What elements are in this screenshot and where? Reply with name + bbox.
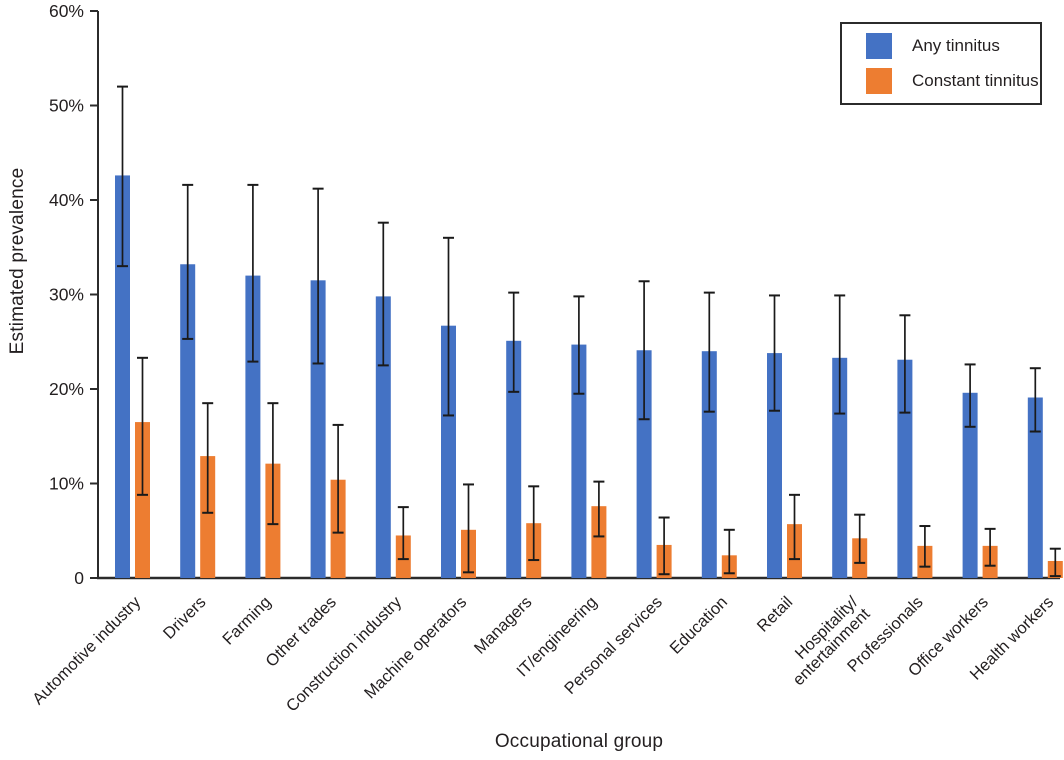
- bar-constant-tinnitus: [135, 422, 150, 578]
- y-tick-label: 60%: [49, 1, 84, 21]
- y-tick-label: 20%: [49, 379, 84, 399]
- bar-any-tinnitus: [506, 340, 522, 578]
- y-axis-title: Estimated prevalence: [7, 167, 28, 355]
- legend: Any tinnitus Constant tinnitus: [840, 22, 1042, 105]
- bar-any-tinnitus: [375, 296, 391, 578]
- x-category-label: Drivers: [160, 593, 210, 643]
- bar-any-tinnitus: [767, 353, 782, 578]
- legend-label-any-tinnitus: Any tinnitus: [912, 36, 1000, 55]
- bar-any-tinnitus: [897, 359, 913, 578]
- legend-item-any-tinnitus: Any tinnitus: [866, 33, 1040, 59]
- y-tick-label: 10%: [49, 474, 84, 494]
- legend-swatch-any-tinnitus: [866, 33, 892, 59]
- bar-any-tinnitus: [962, 392, 978, 578]
- bar-any-tinnitus: [441, 325, 456, 578]
- bar-any-tinnitus: [245, 275, 261, 578]
- bar-any-tinnitus: [636, 350, 652, 578]
- legend-item-constant-tinnitus: Constant tinnitus: [866, 68, 1040, 94]
- bar-any-tinnitus: [1027, 397, 1043, 578]
- bar-any-tinnitus: [310, 280, 326, 578]
- x-category-label: Construction industry: [283, 593, 406, 716]
- y-tick-label: 30%: [49, 285, 84, 305]
- bar-constant-tinnitus: [591, 506, 607, 578]
- x-category-label: Farming: [219, 593, 275, 649]
- x-category-label: Automotive industry: [29, 593, 145, 709]
- bar-any-tinnitus: [571, 344, 587, 578]
- y-tick-label: 50%: [49, 96, 84, 116]
- x-category-label: Education: [667, 593, 732, 658]
- x-category-label: Managers: [471, 593, 536, 658]
- bar-constant-tinnitus: [200, 456, 216, 578]
- bar-any-tinnitus: [180, 264, 196, 578]
- y-tick-label: 40%: [49, 190, 84, 210]
- x-axis-title: Occupational group: [494, 731, 664, 752]
- y-tick-label: 0: [74, 568, 84, 588]
- x-category-label: Retail: [754, 593, 797, 636]
- bar-any-tinnitus: [115, 175, 130, 578]
- legend-swatch-constant-tinnitus: [866, 68, 892, 94]
- bar-any-tinnitus: [701, 351, 717, 578]
- legend-label-constant-tinnitus: Constant tinnitus: [912, 71, 1039, 90]
